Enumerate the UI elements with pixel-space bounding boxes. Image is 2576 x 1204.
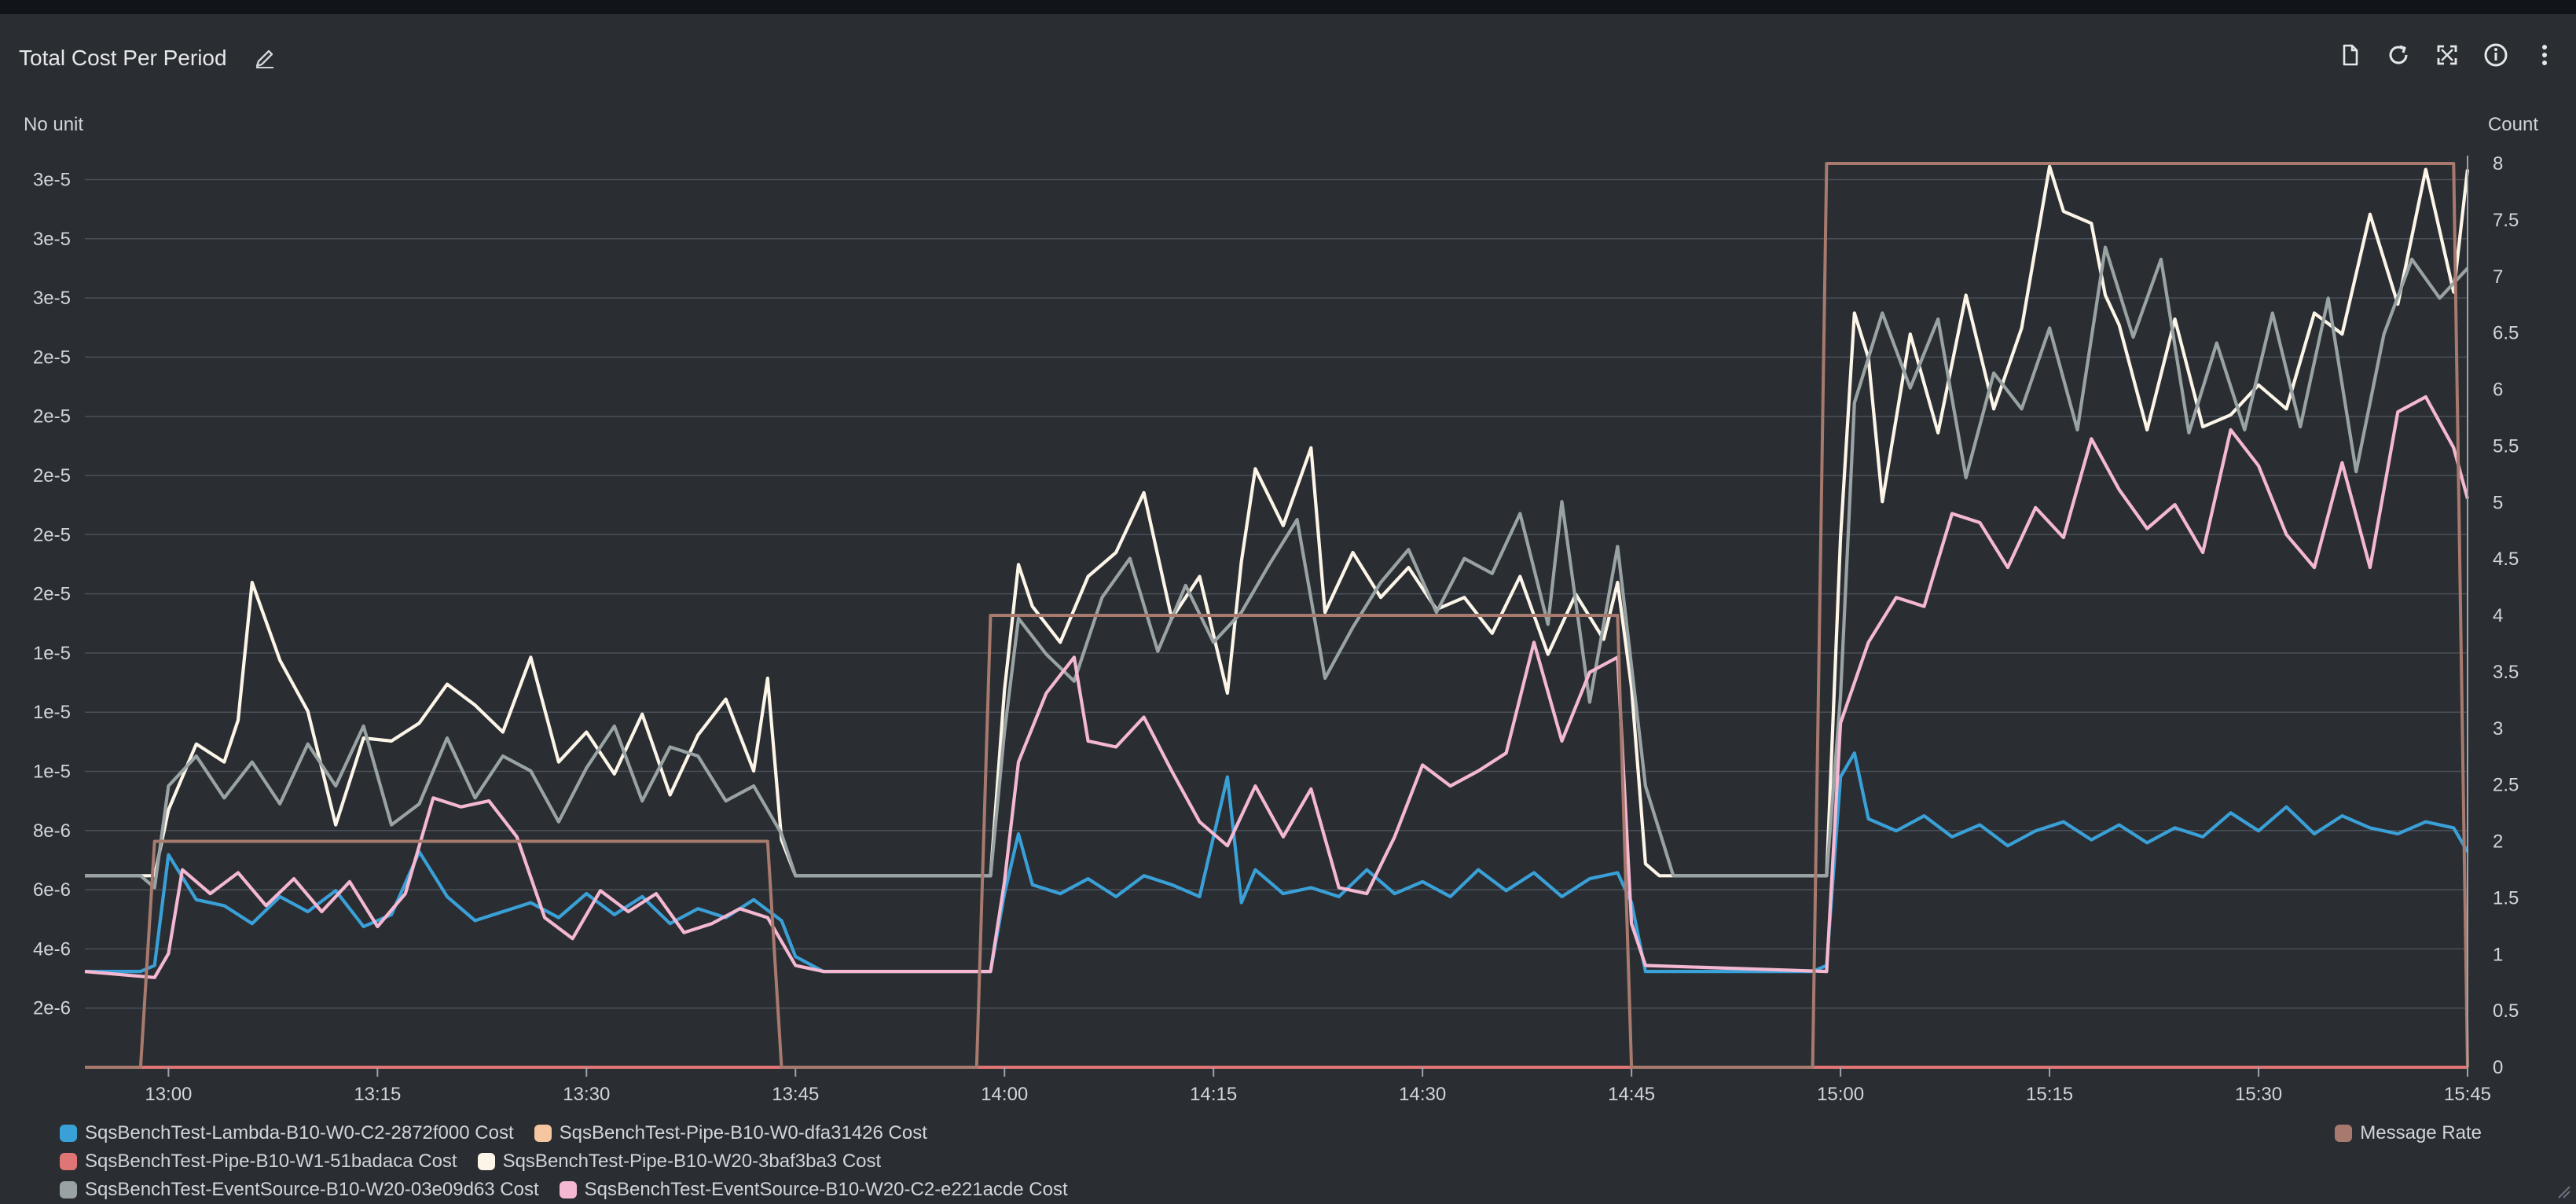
y-tick-right: 2 (2493, 831, 2503, 853)
widget-header: Total Cost Per Period (19, 42, 281, 74)
x-tick-label: 13:30 (563, 1084, 610, 1105)
legend-swatch (559, 1181, 577, 1198)
fullscreen-icon[interactable] (2431, 39, 2463, 71)
info-icon[interactable] (2480, 39, 2512, 71)
legend-item-eventsource-w20[interactable]: SqsBenchTest-EventSource-B10-W20-03e09d6… (60, 1179, 539, 1201)
x-tick-label: 13:45 (772, 1084, 819, 1105)
legend-swatch (60, 1153, 77, 1170)
legend-label: SqsBenchTest-Pipe-B10-W0-dfa31426 Cost (559, 1122, 927, 1143)
chart-area: No unit Count 2e-6 4e-6 6e-6 8e-6 1e-5 1e-5 1e-5… (0, 93, 2576, 1114)
legend-label: SqsBenchTest-EventSource-B10-W20-03e09d6… (85, 1179, 539, 1200)
legend-swatch (534, 1125, 552, 1142)
x-tick-label: 15:30 (2235, 1084, 2282, 1105)
y-tick-left: 3e-5 (33, 288, 71, 309)
y-tick-left: 2e-5 (33, 406, 71, 428)
series-line-5 (84, 395, 2470, 979)
more-options-icon[interactable] (2529, 39, 2560, 71)
legend-row: SqsBenchTest-Pipe-B10-W1-51badaca Cost S… (60, 1147, 2496, 1176)
y-tick-right: 1 (2493, 944, 2503, 965)
x-tick-label: 14:30 (1399, 1084, 1446, 1105)
y-tick-right: 1.5 (2493, 887, 2519, 909)
top-strip (0, 0, 2576, 14)
refresh-icon[interactable] (2383, 39, 2414, 71)
y-tick-right: 4.5 (2493, 549, 2519, 570)
y-tick-right: 5.5 (2493, 435, 2519, 457)
y-tick-left: 4e-6 (33, 938, 71, 960)
legend-row: SqsBenchTest-EventSource-B10-W20-03e09d6… (60, 1176, 2496, 1204)
y-tick-right: 3.5 (2493, 662, 2519, 683)
series-line-4 (85, 245, 2469, 890)
legend-item-eventsource-c2[interactable]: SqsBenchTest-EventSource-B10-W20-C2-e221… (559, 1179, 1068, 1201)
legend-label: SqsBenchTest-Lambda-B10-W0-C2-2872f000 C… (85, 1122, 514, 1143)
y-tick-right: 6 (2493, 380, 2503, 401)
legend-swatch (477, 1153, 495, 1170)
y-tick-left: 6e-6 (33, 879, 71, 901)
resize-handle-icon[interactable] (2556, 1184, 2571, 1199)
legend-label: Message Rate (2360, 1122, 2482, 1143)
x-tick-label: 15:45 (2444, 1084, 2491, 1105)
y-tick-left: 2e-5 (33, 347, 71, 368)
legend-label: SqsBenchTest-EventSource-B10-W20-C2-e221… (584, 1179, 1068, 1200)
y-tick-right: 7 (2493, 266, 2503, 288)
legend-item-pipe-w20[interactable]: SqsBenchTest-Pipe-B10-W20-3baf3ba3 Cost (477, 1151, 882, 1173)
legend-label: SqsBenchTest-Pipe-B10-W1-51badaca Cost (85, 1151, 457, 1172)
y-tick-left: 2e-5 (33, 524, 71, 545)
y-tick-right: 2.5 (2493, 775, 2519, 796)
y-tick-left: 8e-6 (33, 820, 71, 842)
x-tick-label: 15:00 (1817, 1084, 1864, 1105)
x-tick-label: 13:00 (145, 1084, 192, 1105)
y-tick-left: 2e-5 (33, 584, 71, 605)
y-tick-right: 6.5 (2493, 323, 2519, 344)
y-tick-right: 4 (2493, 605, 2503, 626)
y-axis-left-label: No unit (24, 114, 83, 135)
legend-item-pipe-w0[interactable]: SqsBenchTest-Pipe-B10-W0-dfa31426 Cost (534, 1122, 927, 1144)
y-tick-left: 3e-5 (33, 229, 71, 250)
widget-toolbar (2334, 39, 2560, 71)
edit-icon[interactable] (249, 42, 281, 74)
x-tick-label: 14:45 (1608, 1084, 1655, 1105)
series-line-0 (85, 751, 2469, 974)
widget-panel: Total Cost Per Period No unit Count 2e-6 4e… (0, 14, 2576, 1204)
y-tick-left: 2e-6 (33, 998, 71, 1019)
y-tick-left: 2e-5 (33, 465, 71, 486)
widget-title: Total Cost Per Period (19, 46, 227, 70)
y-tick-left: 3e-5 (33, 170, 71, 191)
legend-swatch (60, 1125, 77, 1142)
y-tick-left: 1e-5 (33, 702, 71, 723)
legend-item-pipe-w1[interactable]: SqsBenchTest-Pipe-B10-W1-51badaca Cost (60, 1151, 457, 1173)
line-chart[interactable]: No unit Count 2e-6 4e-6 6e-6 8e-6 1e-5 1e-5 1e-5… (0, 93, 2576, 1114)
series-line-3 (85, 164, 2470, 878)
y-tick-left: 1e-5 (33, 762, 71, 783)
legend-label: SqsBenchTest-Pipe-B10-W20-3baf3ba3 Cost (502, 1151, 882, 1172)
y-tick-right: 8 (2493, 153, 2503, 174)
y-tick-left: 1e-5 (33, 643, 71, 664)
legend: SqsBenchTest-Lambda-B10-W0-C2-2872f000 C… (60, 1119, 2496, 1204)
export-document-icon[interactable] (2334, 39, 2365, 71)
x-tick-label: 14:00 (981, 1084, 1028, 1105)
legend-item-lambda[interactable]: SqsBenchTest-Lambda-B10-W0-C2-2872f000 C… (60, 1122, 514, 1144)
y-tick-right: 0 (2493, 1057, 2503, 1078)
x-tick-label: 14:15 (1190, 1084, 1237, 1105)
legend-item-message-rate[interactable]: Message Rate (2335, 1119, 2482, 1147)
y-tick-right: 7.5 (2493, 210, 2519, 231)
y-tick-right: 3 (2493, 718, 2503, 740)
y-axis-right-label: Count (2488, 114, 2538, 135)
series-line-6 (85, 162, 2469, 1069)
legend-swatch (2335, 1125, 2353, 1142)
y-tick-right: 0.5 (2493, 1000, 2519, 1022)
y-tick-right: 5 (2493, 492, 2503, 513)
x-tick-label: 15:15 (2026, 1084, 2073, 1105)
x-tick-label: 13:15 (354, 1084, 401, 1105)
legend-swatch (60, 1181, 77, 1198)
legend-row: SqsBenchTest-Lambda-B10-W0-C2-2872f000 C… (60, 1119, 2496, 1147)
